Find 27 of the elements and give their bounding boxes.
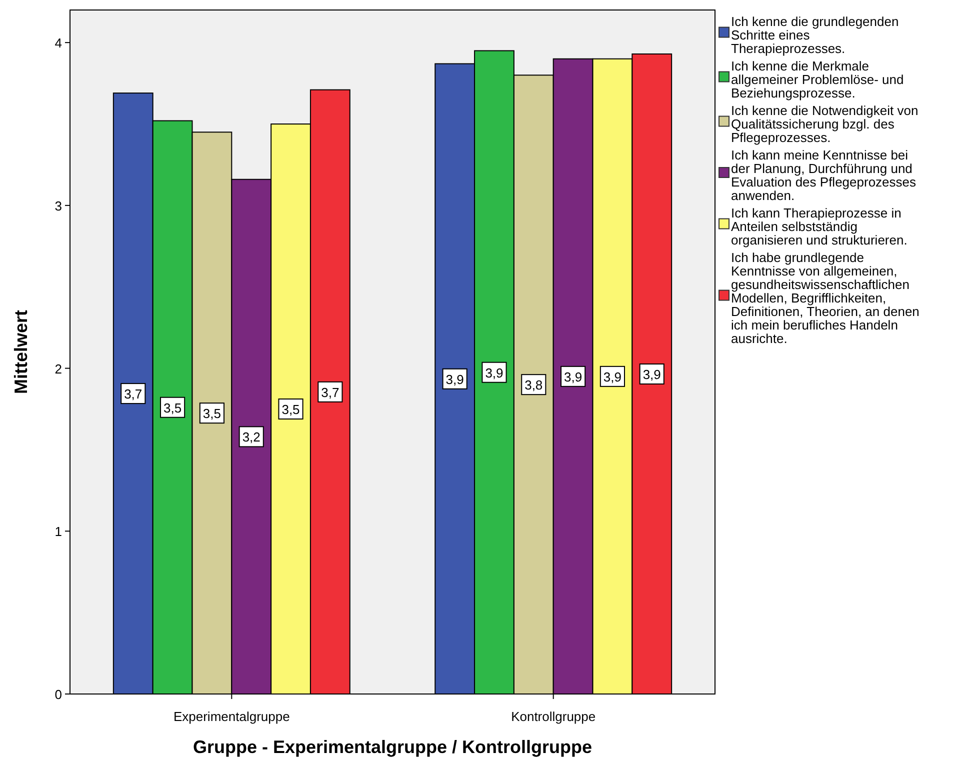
y-axis-title: Mittelwert bbox=[11, 310, 31, 394]
data-label: 3,2 bbox=[242, 430, 260, 445]
y-tick-label: 0 bbox=[54, 687, 62, 702]
x-tick-label: Kontrollgruppe bbox=[511, 709, 596, 724]
data-label: 3,9 bbox=[564, 369, 582, 384]
legend-label: Ich kenne die Merkmale allgemeiner Problemlöse- und Beziehungsprozesse. bbox=[731, 58, 904, 100]
legend-label: Ich kann Therapieprozesse in Anteilen selbstständig organisieren und strukturieren. bbox=[731, 206, 908, 248]
legend-label: Ich habe grundlegende Kenntnisse von allgemeinen, gesundheitswissenschaftlichen Modellen, Begrifflichkeiten, Definitionen, Theorien, an denen ich mein berufliches Handeln ausrichte. bbox=[731, 250, 920, 346]
data-label: 3,5 bbox=[282, 402, 300, 417]
data-label: 3,5 bbox=[164, 400, 182, 416]
data-label: 3,9 bbox=[642, 366, 661, 382]
legend-label: Ich kann meine Kenntnisse bei der Planung, Durchführung und Evaluation des Pflegeprozesses anwenden. bbox=[731, 148, 916, 203]
data-label: 3,7 bbox=[321, 384, 340, 400]
data-label: 3,9 bbox=[603, 369, 622, 384]
data-label: 3,9 bbox=[485, 365, 504, 380]
data-label: 3,8 bbox=[524, 378, 543, 393]
y-tick-label: 2 bbox=[54, 361, 62, 376]
legend-label: Ich kenne die Notwendigkeit von Qualitätssicherung bzgl. des Pflegeprozesses. bbox=[731, 103, 918, 145]
data-label: 3,9 bbox=[446, 372, 464, 387]
y-tick-label: 3 bbox=[54, 198, 62, 214]
data-label: 3,5 bbox=[202, 406, 221, 422]
x-tick-label: Experimentalgruppe bbox=[173, 709, 290, 724]
x-axis-title: Gruppe - Experimentalgruppe / Kontrollgruppe bbox=[192, 737, 592, 757]
y-tick-label: 1 bbox=[54, 524, 62, 540]
data-label: 3,7 bbox=[124, 386, 142, 402]
legend-label: Ich kenne die grundlegenden Schritte eines Therapieprozesses. bbox=[731, 14, 899, 56]
y-tick-label: 4 bbox=[54, 36, 62, 51]
